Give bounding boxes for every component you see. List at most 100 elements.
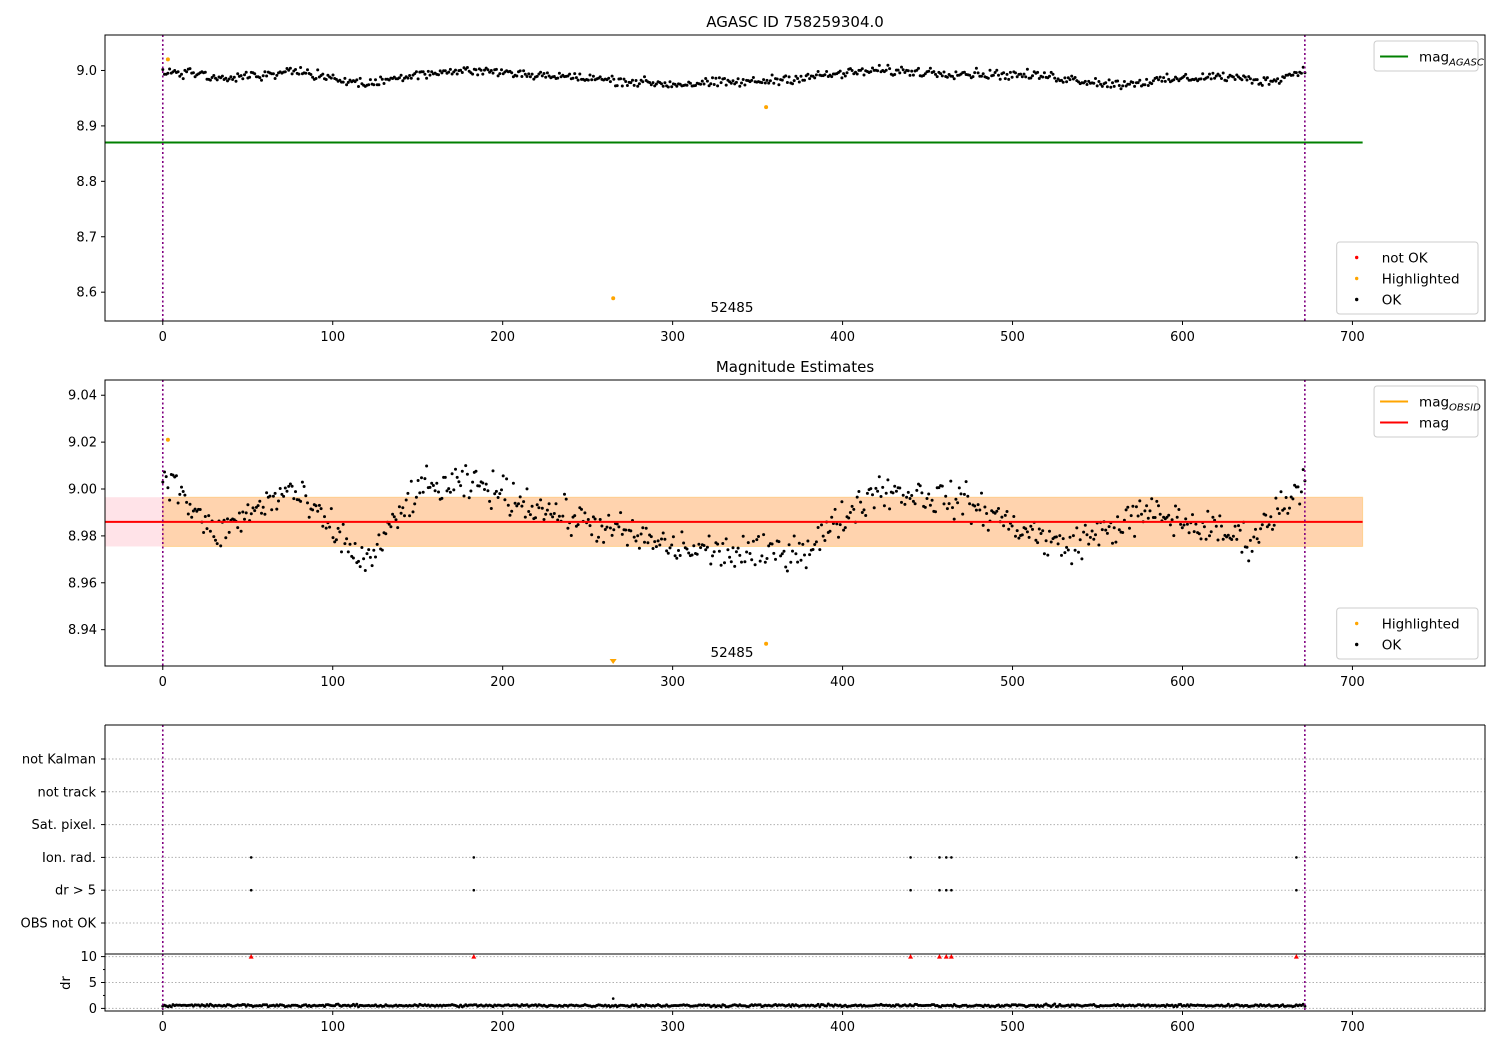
panel1-ok-point bbox=[995, 68, 999, 72]
panel2-ok-point bbox=[423, 477, 427, 481]
panel2-ok-point bbox=[925, 497, 929, 500]
panel2-ok-point bbox=[431, 484, 435, 487]
panel2-ok-point bbox=[300, 480, 304, 484]
panel2-ok-point bbox=[670, 543, 674, 547]
panel1-ok-point bbox=[331, 73, 335, 77]
panel2-ok-point bbox=[448, 490, 452, 494]
panel2-ok-point bbox=[974, 508, 978, 512]
panel2-ok-point bbox=[292, 497, 296, 501]
panel1-ok-point bbox=[176, 70, 180, 74]
panel2-ok-point bbox=[808, 553, 812, 557]
panel1-ok-point bbox=[355, 78, 359, 82]
panel2-ok-point bbox=[838, 523, 842, 527]
panel1-ok-point bbox=[760, 81, 764, 85]
panel1-ok-point bbox=[220, 74, 224, 78]
panel1-ok-point bbox=[751, 76, 755, 79]
panel1-ok-point bbox=[780, 78, 784, 82]
panel2-ok-point bbox=[1182, 523, 1186, 527]
dr-xtick-label: 500 bbox=[1000, 1020, 1025, 1035]
panel2-ok-point bbox=[911, 499, 915, 503]
panel2-ok-point bbox=[554, 502, 558, 506]
panel2-ok-point bbox=[1111, 541, 1114, 545]
panel1-ok-point bbox=[1048, 74, 1051, 78]
panel1-ok-point bbox=[777, 83, 781, 87]
panel1-ok-point bbox=[232, 75, 236, 79]
panel2-ok-point bbox=[746, 541, 750, 545]
panel2-ok-point bbox=[842, 528, 846, 532]
panel2-ok-point bbox=[370, 564, 374, 568]
panel2-ok-point bbox=[457, 480, 461, 484]
panel1-ok-point bbox=[738, 84, 742, 88]
panel2-ok-point bbox=[612, 528, 616, 532]
panel1-ok-point bbox=[1218, 74, 1222, 78]
panel1-ok-point bbox=[932, 70, 936, 74]
panel2-ok-point bbox=[1068, 535, 1072, 539]
panel1-ok-point bbox=[1206, 75, 1210, 79]
dr-point bbox=[825, 1004, 829, 1008]
panel2-ok-point bbox=[302, 485, 306, 488]
flags-row-label: Ion. rad. bbox=[42, 851, 96, 866]
panel1-ok-point bbox=[1029, 76, 1033, 80]
panel2-ok-point bbox=[198, 508, 202, 511]
panel2-ok-point bbox=[695, 552, 699, 556]
panel1-ok-point bbox=[290, 72, 294, 76]
panel1-ok-point bbox=[414, 70, 418, 74]
panel1-ok-point bbox=[806, 72, 810, 76]
panel2-ok-point bbox=[1034, 538, 1038, 542]
panel1-ok-point bbox=[191, 71, 195, 75]
panel2-ok-point bbox=[1238, 528, 1242, 532]
panel2-ok-point bbox=[1105, 531, 1109, 535]
panel2-ok-point bbox=[641, 526, 645, 530]
panel2-ok-point bbox=[923, 505, 927, 509]
panel1-ok-point bbox=[1119, 87, 1123, 91]
panel2-ok-point bbox=[728, 555, 732, 559]
flags-point bbox=[472, 888, 476, 892]
panel2-ok-point bbox=[433, 489, 437, 493]
panel2-ok-point bbox=[978, 508, 982, 512]
panel2-ok-point bbox=[636, 534, 640, 538]
panel1-ok-point bbox=[224, 76, 228, 80]
panel2-ok-point bbox=[586, 518, 590, 521]
panel1-ok-point bbox=[1015, 75, 1019, 79]
panel1-ok-point bbox=[1209, 77, 1213, 81]
panel1-ok-point bbox=[740, 81, 743, 85]
panel1-ok-point bbox=[416, 77, 420, 81]
panel1-ok-point bbox=[785, 81, 789, 84]
panel2-ok-point bbox=[711, 554, 714, 558]
panel2-ok-point bbox=[474, 469, 478, 473]
panel2-ok-point bbox=[1017, 536, 1021, 540]
panel2-ok-point bbox=[377, 533, 381, 537]
panel1-ok-point bbox=[620, 84, 624, 88]
panel2-ok-point bbox=[1271, 527, 1274, 531]
panel2-ok-point bbox=[588, 524, 592, 528]
panel2-ok-point bbox=[408, 514, 412, 518]
panel1-ok-point bbox=[1158, 75, 1162, 79]
panel1-ok-point bbox=[707, 84, 711, 88]
panel2-ok-point bbox=[1138, 499, 1142, 503]
panel2-ok-point bbox=[544, 512, 548, 516]
panel2-ok-point bbox=[323, 515, 326, 519]
panel2-ok-point bbox=[705, 545, 709, 549]
panel2-ok-point bbox=[1220, 524, 1223, 528]
panel2-ok-point bbox=[794, 552, 798, 556]
panel2-ok-point bbox=[629, 529, 633, 533]
panel2-ok-point bbox=[864, 514, 868, 517]
panel2-ok-point bbox=[729, 560, 733, 564]
panel2-ok-point bbox=[882, 504, 886, 508]
panel1-ok-point bbox=[1211, 71, 1215, 75]
panel1-ok-point bbox=[528, 75, 532, 79]
panel2-ok-point bbox=[263, 512, 267, 516]
panel2-ok-point bbox=[510, 509, 514, 513]
panel2-ok-point bbox=[852, 507, 856, 511]
panel1-frame bbox=[104, 34, 1486, 322]
panel2-ok-point bbox=[1061, 537, 1065, 541]
panel2-ok-point bbox=[212, 535, 216, 539]
panel1-ok-point bbox=[784, 74, 788, 78]
panel1-ok-point bbox=[471, 72, 475, 76]
panel2-ok-point bbox=[471, 480, 475, 484]
panel1-ok-point bbox=[762, 78, 766, 82]
panel2-ok-point bbox=[937, 486, 941, 490]
panel1-ok-point bbox=[591, 74, 595, 78]
panel1-ok-point bbox=[976, 71, 980, 75]
panel2-ok-point bbox=[726, 548, 730, 552]
